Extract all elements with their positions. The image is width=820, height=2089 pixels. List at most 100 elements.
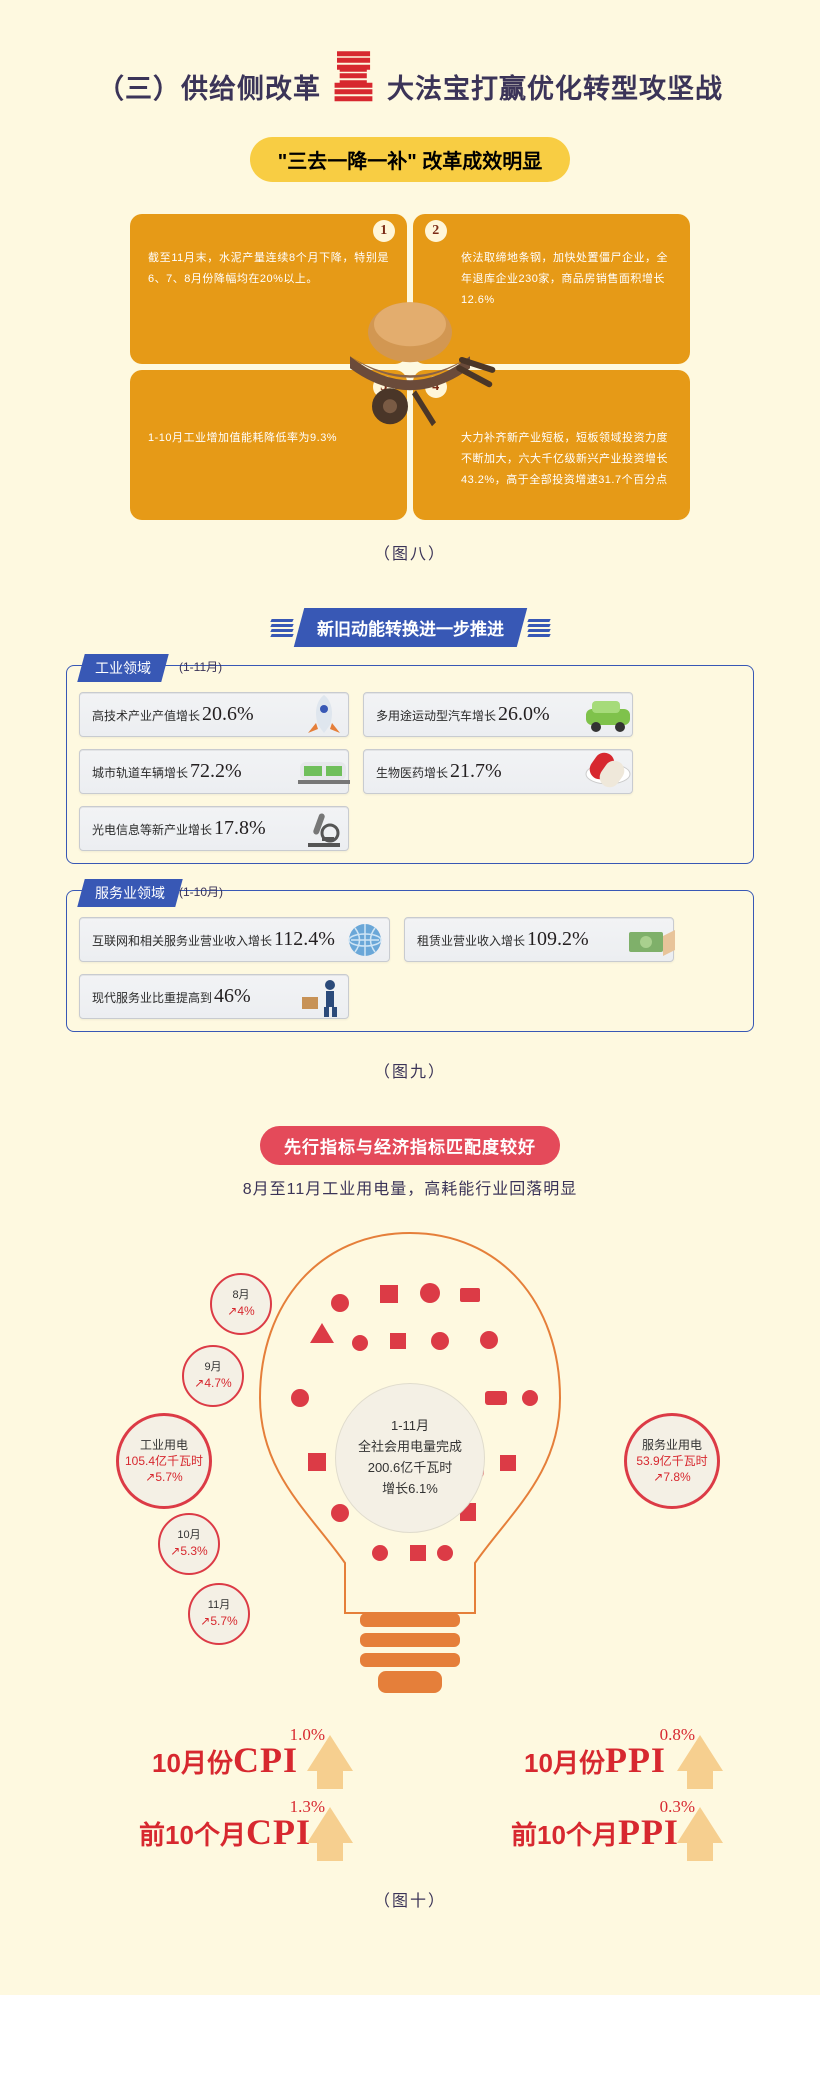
- stat-label: 现代服务业比重提高到: [92, 991, 212, 1005]
- stat-label: 互联网和相关服务业营业收入增长: [92, 934, 272, 948]
- right-big-label: 服务业用电: [642, 1437, 702, 1453]
- stat-label: 租赁业营业收入增长: [417, 934, 525, 948]
- stat-label: 光电信息等新产业增长: [92, 823, 212, 837]
- section8-banner-wrap: "三去一降一补" 改革成效明显: [48, 137, 772, 196]
- title-prefix: （三）供给侧改革: [97, 74, 321, 104]
- microscope-icon: [294, 805, 354, 853]
- cpi-ppi-stat: 0.3% 前10个月PPI: [475, 1811, 715, 1853]
- stripes-left-icon: [271, 619, 293, 637]
- car-icon: [578, 691, 638, 739]
- domain2-title: 服务业领域: [95, 883, 165, 903]
- pill-icon: [578, 748, 638, 796]
- stat-card: 光电信息等新产业增长17.8%: [79, 806, 349, 851]
- stat-value: 112.4%: [274, 928, 335, 950]
- lightbulb-figure: 1-11月 全社会用电量完成 200.6亿千瓦时 增长6.1% 工业用电 105…: [80, 1213, 740, 1733]
- left-big-label: 工业用电: [140, 1437, 188, 1453]
- fig8-number-1: 1: [373, 220, 395, 242]
- right-big-delta: 7.8%: [663, 1470, 690, 1484]
- cpi-acronym: PPI: [605, 1740, 666, 1780]
- figure-8: 1 截至11月末，水泥产量连续8个月下降，特别是6、7、8月份降幅均在20%以上…: [130, 214, 690, 520]
- stat-card: 生物医药增长21.7%: [363, 749, 633, 794]
- cpi-prefix: 10月份: [524, 1748, 605, 1778]
- fig8-number-2: 2: [425, 220, 447, 242]
- bubble-month: 9月↗4.7%: [182, 1345, 244, 1407]
- bulb-core: 1-11月 全社会用电量完成 200.6亿千瓦时 增长6.1%: [335, 1383, 485, 1533]
- right-big-value: 53.9亿千瓦时: [636, 1453, 707, 1469]
- stat-value: 26.0%: [498, 703, 550, 725]
- title-san: 三: [332, 47, 375, 114]
- stat-label: 城市轨道车辆增长: [92, 766, 188, 780]
- stripes-right-icon: [528, 619, 550, 637]
- stat-value: 21.7%: [450, 760, 502, 782]
- month-label: 11月: [208, 1598, 230, 1613]
- cpi-ppi-stat: 1.3% 前10个月CPI: [105, 1811, 345, 1853]
- bubble-industry-elec: 工业用电 105.4亿千瓦时 ↗5.7%: [116, 1413, 212, 1509]
- cpi-pct: 1.0%: [290, 1725, 325, 1745]
- domain-service: 服务业领域 (1-10月) 互联网和相关服务业营业收入增长112.4%租赁业营业…: [66, 890, 754, 1032]
- title-suffix: 大法宝打赢优化转型攻坚战: [387, 74, 723, 104]
- stat-value: 109.2%: [527, 928, 589, 950]
- month-delta: 4%: [237, 1304, 254, 1318]
- month-delta: 4.7%: [204, 1376, 231, 1390]
- core-line2: 全社会用电量完成: [358, 1437, 462, 1458]
- core-line4: 增长6.1%: [382, 1479, 438, 1500]
- cpi-acronym: CPI: [246, 1812, 311, 1852]
- cpi-pct: 0.8%: [660, 1725, 695, 1745]
- cpi-ppi-stat: 1.0% 10月份CPI: [105, 1739, 345, 1781]
- stat-card: 互联网和相关服务业营业收入增长112.4%: [79, 917, 390, 962]
- cpi-acronym: PPI: [618, 1812, 679, 1852]
- domain1-period: (1-11月): [179, 658, 222, 675]
- money-icon: [619, 916, 679, 964]
- stat-value: 20.6%: [202, 703, 254, 725]
- section10-banner: 先行指标与经济指标匹配度较好: [48, 1126, 772, 1165]
- page-title: （三）供给侧改革 三 大法宝打赢优化转型攻坚战: [48, 50, 772, 111]
- stat-value: 72.2%: [190, 760, 242, 782]
- courier-icon: [294, 973, 354, 1021]
- month-delta: 5.3%: [180, 1544, 207, 1558]
- section8-banner: "三去一降一补" 改革成效明显: [250, 137, 571, 182]
- core-line1: 1-11月: [391, 1416, 429, 1437]
- section10-subtitle: 8月至11月工业用电量，高耗能行业回落明显: [48, 1175, 772, 1199]
- figure10-caption: （图十）: [48, 1887, 772, 1911]
- stat-card: 多用途运动型汽车增长26.0%: [363, 692, 633, 737]
- train-icon: [294, 748, 354, 796]
- section9-banner-text: 新旧动能转换进一步推进: [317, 615, 504, 640]
- wheelbarrow-icon: [320, 294, 500, 434]
- cpi-prefix: 前10个月: [511, 1820, 618, 1850]
- stat-label: 高技术产业产值增长: [92, 709, 200, 723]
- month-label: 9月: [204, 1360, 221, 1375]
- stat-value: 46%: [214, 985, 251, 1007]
- figure8-caption: （图八）: [48, 540, 772, 564]
- month-label: 10月: [177, 1528, 200, 1543]
- bubble-month: 10月↗5.3%: [158, 1513, 220, 1575]
- left-big-value: 105.4亿千瓦时: [125, 1453, 203, 1469]
- bubble-service-elec: 服务业用电 53.9亿千瓦时 ↗7.8%: [624, 1413, 720, 1509]
- left-big-delta: 5.7%: [155, 1470, 182, 1484]
- cpi-prefix: 10月份: [152, 1748, 233, 1778]
- cpi-acronym: CPI: [233, 1740, 298, 1780]
- stat-card: 现代服务业比重提高到46%: [79, 974, 349, 1019]
- stat-value: 17.8%: [214, 817, 266, 839]
- bubble-month: 8月↗4%: [210, 1273, 272, 1335]
- core-line3: 200.6亿千瓦时: [368, 1458, 453, 1479]
- globe-icon: [335, 916, 395, 964]
- month-label: 8月: [232, 1288, 249, 1303]
- stat-label: 多用途运动型汽车增长: [376, 709, 496, 723]
- cpi-pct: 0.3%: [660, 1797, 695, 1817]
- domain1-title: 工业领域: [95, 658, 151, 678]
- cpi-pct: 1.3%: [290, 1797, 325, 1817]
- fig8-text-4: 大力补齐新产业短板，短板领域投资力度不断加大，六大千亿级新兴产业投资增长43.2…: [461, 428, 672, 491]
- section9-banner: 新旧动能转换进一步推进: [48, 608, 772, 647]
- cpi-prefix: 前10个月: [139, 1820, 246, 1850]
- domain2-period: (1-10月): [179, 883, 223, 900]
- infographic-page: （三）供给侧改革 三 大法宝打赢优化转型攻坚战 "三去一降一补" 改革成效明显 …: [0, 0, 820, 1995]
- rocket-icon: [294, 691, 354, 739]
- bubble-month: 11月↗5.7%: [188, 1583, 250, 1645]
- month-delta: 5.7%: [210, 1614, 237, 1628]
- fig8-text-1: 截至11月末，水泥产量连续8个月下降，特别是6、7、8月份降幅均在20%以上。: [148, 248, 389, 290]
- stat-card: 高技术产业产值增长20.6%: [79, 692, 349, 737]
- cpi-ppi-stat: 0.8% 10月份PPI: [475, 1739, 715, 1781]
- section10-banner-text: 先行指标与经济指标匹配度较好: [260, 1126, 560, 1165]
- stat-card: 租赁业营业收入增长109.2%: [404, 917, 674, 962]
- stat-label: 生物医药增长: [376, 766, 448, 780]
